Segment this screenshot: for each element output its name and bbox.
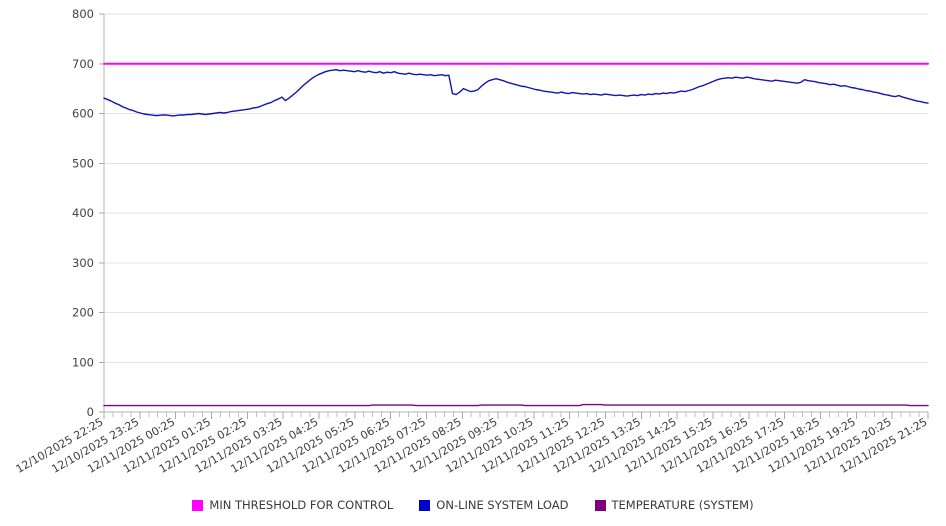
- legend-item-label: MIN THRESHOLD FOR CONTROL: [209, 498, 394, 512]
- y-axis-tick-label: 300: [72, 256, 94, 270]
- legend-item[interactable]: ON-LINE SYSTEM LOAD: [419, 498, 569, 512]
- legend-item[interactable]: MIN THRESHOLD FOR CONTROL: [192, 498, 393, 512]
- y-axis-tick-label: 800: [72, 7, 94, 21]
- y-axis-tick-label: 0: [87, 405, 94, 419]
- series-line-2: [103, 403, 929, 407]
- y-axis-tick-label: 400: [72, 206, 94, 220]
- series-line-1: [103, 69, 929, 117]
- y-axis-tick-label: 700: [72, 57, 94, 71]
- legend-color-swatch-icon: [419, 499, 431, 511]
- y-axis-tick-label: 600: [72, 107, 94, 121]
- chart-legend: MIN THRESHOLD FOR CONTROL ON-LINE SYSTEM …: [0, 494, 946, 516]
- legend-item-label: TEMPERATURE (SYSTEM): [611, 498, 754, 512]
- y-axis-tick-label: 100: [72, 355, 94, 369]
- legend-item-label: ON-LINE SYSTEM LOAD: [436, 498, 569, 512]
- legend-item[interactable]: TEMPERATURE (SYSTEM): [594, 498, 754, 512]
- y-axis-tick-label: 500: [72, 156, 94, 170]
- y-axis-tick-label: 200: [72, 306, 94, 320]
- legend-color-swatch-icon: [594, 499, 606, 511]
- legend-color-swatch-icon: [192, 499, 204, 511]
